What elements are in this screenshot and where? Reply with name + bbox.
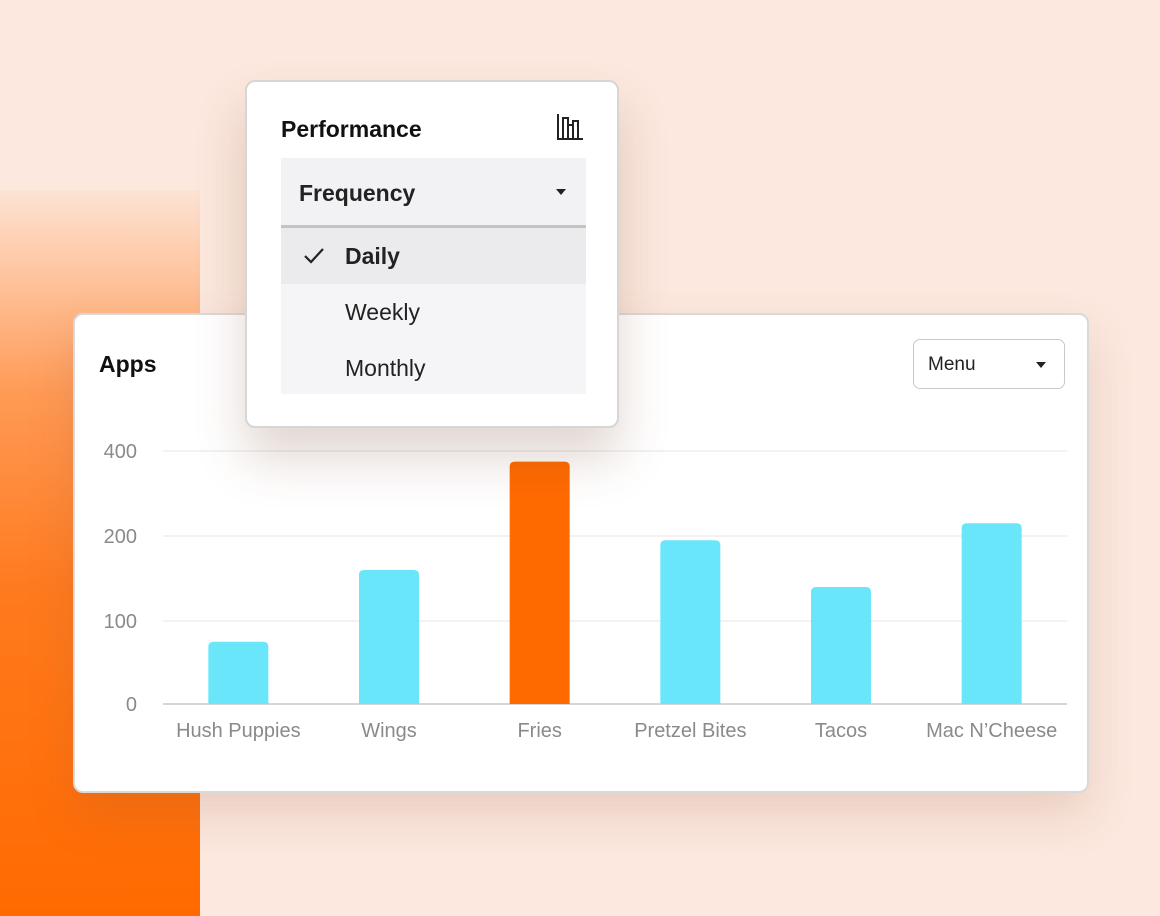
frequency-option-label: Weekly xyxy=(345,299,420,325)
popover-title: Performance xyxy=(281,116,422,142)
frequency-option-label: Daily xyxy=(345,243,400,269)
x-tick-label: Tacos xyxy=(815,720,867,742)
bar-hush-puppies xyxy=(208,641,269,704)
bar-pretzel-bites xyxy=(660,540,721,704)
x-tick-label: Wings xyxy=(361,720,417,742)
chevron-down-icon xyxy=(556,189,566,195)
x-tick-label: Pretzel Bites xyxy=(634,720,746,742)
frequency-options-list: Daily Weekly Monthly xyxy=(281,228,586,394)
menu-dropdown[interactable]: Menu xyxy=(913,339,1065,389)
frequency-option-weekly[interactable]: Weekly xyxy=(281,284,586,340)
bar-chart-icon[interactable] xyxy=(555,112,585,142)
x-tick-label: Fries xyxy=(517,720,561,742)
bar-fries xyxy=(509,461,570,704)
bar-chart: 0 100 200 400 Hush Puppies Wings Fries Pretzel … xyxy=(104,441,1067,742)
frequency-option-daily[interactable]: Daily xyxy=(281,228,586,284)
x-tick-label: Mac N’Cheese xyxy=(926,720,1057,742)
check-icon xyxy=(304,248,324,264)
performance-popover: Performance Frequency Daily Weekly Month… xyxy=(245,80,619,428)
bar-mac-n-cheese xyxy=(961,523,1022,704)
x-tick-label: Hush Puppies xyxy=(176,720,301,742)
frequency-option-monthly[interactable]: Monthly xyxy=(281,340,586,396)
y-tick-label: 100 xyxy=(104,611,137,633)
frequency-option-label: Monthly xyxy=(345,355,426,381)
y-tick-label: 200 xyxy=(104,526,137,548)
card-title: Apps xyxy=(99,351,157,377)
frequency-select-label: Frequency xyxy=(299,180,416,206)
chevron-down-icon xyxy=(1036,362,1046,368)
y-tick-label: 400 xyxy=(104,441,137,463)
bar-tacos xyxy=(811,587,871,704)
bar-wings xyxy=(359,570,419,704)
frequency-select[interactable]: Frequency xyxy=(281,158,586,228)
y-tick-label: 0 xyxy=(126,694,137,716)
menu-dropdown-label: Menu xyxy=(928,354,976,375)
